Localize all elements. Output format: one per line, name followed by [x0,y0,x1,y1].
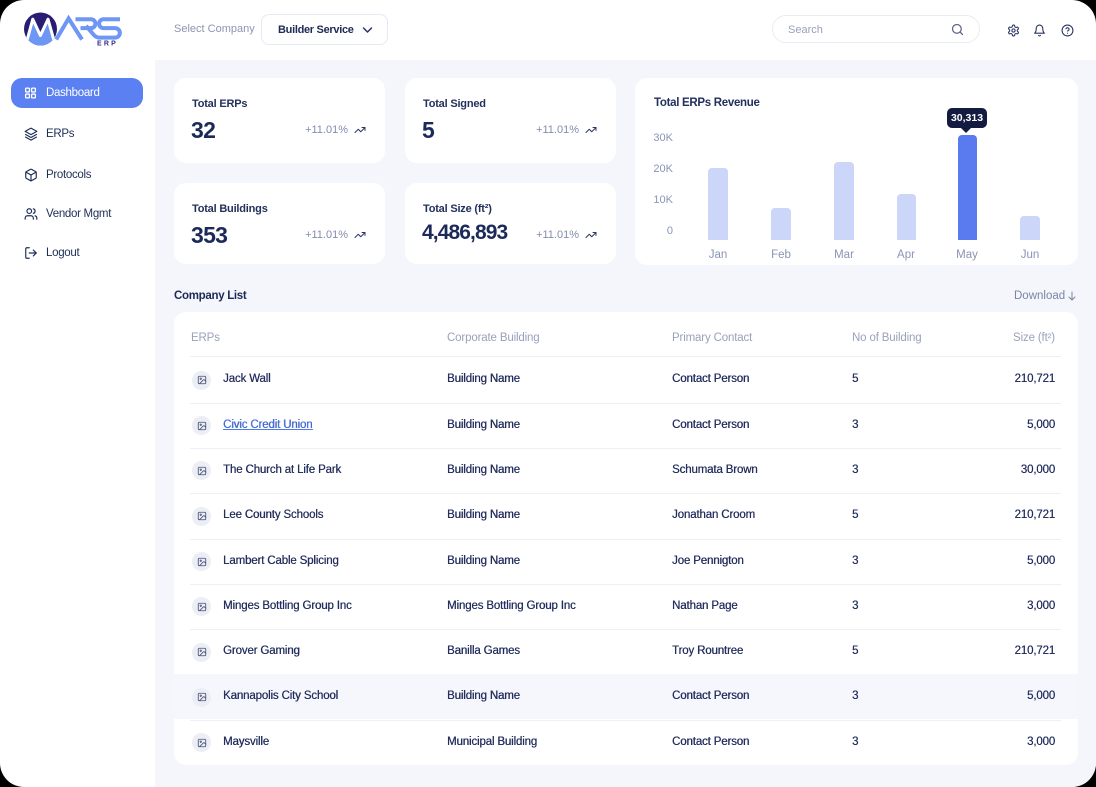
svg-text:ERP: ERP [97,41,118,48]
